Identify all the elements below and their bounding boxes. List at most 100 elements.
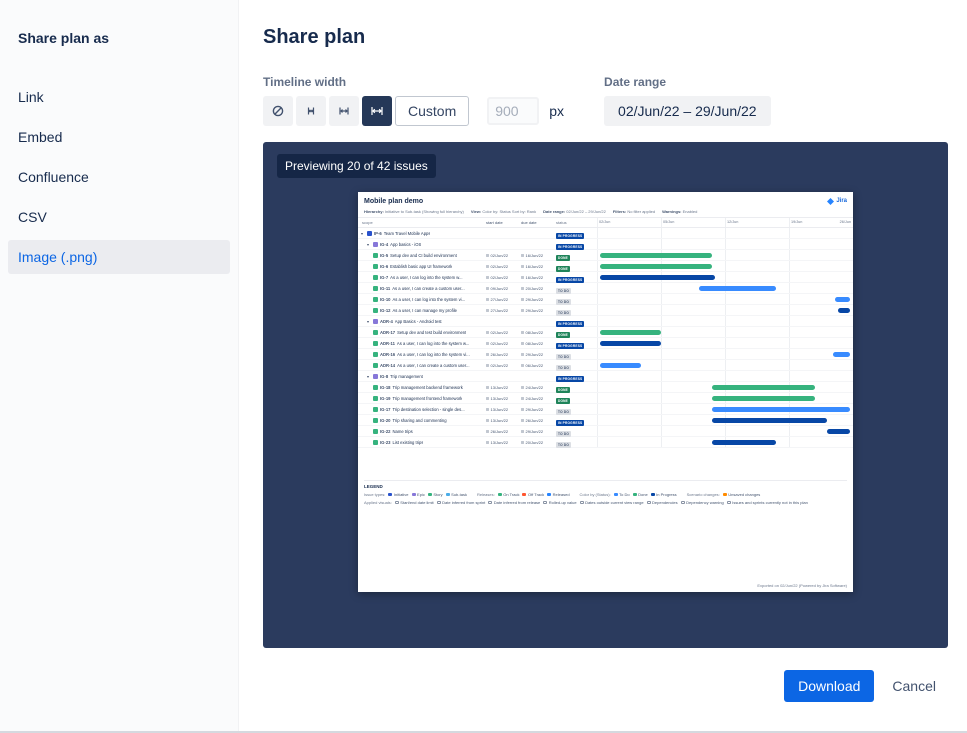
status-badge: DONE <box>556 255 571 261</box>
issue-due-date: 20/Jun/22 <box>521 440 556 445</box>
issue-key: IG-11 <box>380 285 391 291</box>
status-badge: IN PROGRESS <box>556 244 585 250</box>
issue-type-icon <box>373 351 378 357</box>
timeline-date-label: 05/Jun <box>663 220 675 224</box>
plan-row: ▾ IG-4 App basics - iOS IN PROGRESS <box>358 239 853 250</box>
plan-row: ▾ IP-6 Team Travel Mobile Apps IN PROGRESS <box>358 228 853 239</box>
dialog-title: Share plan <box>263 26 366 48</box>
plan-row: IG-5 Setup dev and CI build environment 02… <box>358 250 853 261</box>
gantt-cell <box>597 426 853 436</box>
calendar-icon <box>521 440 524 444</box>
issue-summary: Trip management frontend framework <box>392 395 463 401</box>
issue-summary: Trip sharing and commenting <box>392 417 447 423</box>
legend-group: Scenario changes: Unsaved changes <box>687 492 761 497</box>
gantt-bar <box>599 275 715 280</box>
timeline-width-label: Timeline width <box>263 75 347 89</box>
legend-item: On Track <box>497 492 519 497</box>
sidebar-item-confluence[interactable]: Confluence <box>18 169 89 185</box>
issue-type-icon <box>373 417 378 423</box>
issue-start-date: 27/Jun/22 <box>486 297 521 302</box>
issue-summary: As a user, I can log into the system w..… <box>390 274 463 280</box>
gantt-cell <box>597 305 853 315</box>
column-due-date: due date <box>521 220 537 225</box>
issue-status-cell: TO DO <box>556 356 597 374</box>
issue-start-date: 13/Jun/22 <box>486 418 521 423</box>
status-badge: DONE <box>556 266 571 272</box>
issue-status-cell: IN PROGRESS <box>556 224 597 242</box>
issue-status-cell: TO DO <box>556 400 597 418</box>
issue-due-date: 29/Jun/22 <box>521 429 556 434</box>
download-button[interactable]: Download <box>784 670 875 702</box>
sidebar-item-link[interactable]: Link <box>18 89 44 105</box>
sidebar-item-csv[interactable]: CSV <box>18 209 47 225</box>
calendar-icon <box>486 407 489 411</box>
legend-item: Dependency warning <box>680 500 724 505</box>
width-medium-button[interactable] <box>329 96 359 126</box>
gantt-cell <box>597 415 853 425</box>
plan-row-scope: IG-12 As a user, I can manage my profile <box>358 307 486 313</box>
width-narrow-button[interactable] <box>296 96 326 126</box>
legend-glyph-icon <box>726 501 731 504</box>
issue-type-icon <box>373 241 378 247</box>
issue-start-date: 02/Jun/22 <box>486 275 521 280</box>
column-status: status <box>556 220 567 225</box>
calendar-icon <box>521 308 524 312</box>
plan-row-scope: IG-5 Setup dev and CI build environment <box>358 252 486 258</box>
dialog-bottom-edge <box>0 731 967 733</box>
date-range-group: Date range 02/Jun/22 – 29/Jun/22 <box>604 75 771 126</box>
cancel-button[interactable]: Cancel <box>880 670 948 702</box>
issue-start-date: 02/Jun/22 <box>486 341 521 346</box>
expand-caret-icon: ▾ <box>367 241 370 247</box>
status-badge: TO DO <box>556 365 572 371</box>
plan-row-scope: IG-22 Name trips <box>358 428 486 434</box>
issue-type-icon <box>373 252 378 258</box>
issue-due-date: 16/Jun/22 <box>521 275 556 280</box>
date-range-button[interactable]: 02/Jun/22 – 29/Jun/22 <box>604 96 771 126</box>
issue-type-icon <box>373 329 378 335</box>
width-value-input[interactable] <box>487 97 540 125</box>
issue-key: IG-10 <box>380 296 391 302</box>
plan-filter: Date range: 02/Jun/22 – 29/Jun/22 <box>543 209 606 214</box>
legend-color-chip <box>632 493 637 496</box>
issue-summary: Setup dev and test build environment <box>397 329 467 335</box>
calendar-icon <box>486 253 489 257</box>
timeline-date-label: 02/Jun <box>599 220 611 224</box>
calendar-icon <box>521 286 524 290</box>
expand-caret-icon: ▾ <box>367 318 370 324</box>
legend-group: Issue types: Initiative Epic Story Sub-task <box>364 492 467 497</box>
plan-row: IG-18 Trip management backend framework 13… <box>358 382 853 393</box>
fit-none-button[interactable] <box>263 96 293 126</box>
legend-item: Released <box>547 492 570 497</box>
width-wide-button[interactable] <box>362 96 392 126</box>
sidebar-item-image-png[interactable]: Image (.png) <box>8 240 230 274</box>
custom-width-button[interactable]: Custom <box>395 96 470 126</box>
status-badge: DONE <box>556 387 571 393</box>
legend-group-label: Scenario changes: <box>686 492 720 497</box>
share-sidebar: Share plan as Link Embed Confluence CSV Imag… <box>0 0 239 733</box>
issue-type-icon <box>373 362 378 368</box>
legend-color-chip <box>547 493 552 496</box>
calendar-icon <box>521 407 524 411</box>
issue-type-icon <box>373 340 378 346</box>
plan-row-scope: IG-23 List existing trips <box>358 439 486 445</box>
plan-filter: View: Color by: Status Sort by: Rank <box>470 209 537 214</box>
issue-key: IG-5 <box>380 252 389 258</box>
legend-color-chip <box>445 493 450 496</box>
plan-row: ▾ ADR-4 App Basics - Android test IN PROGRE… <box>358 316 853 327</box>
sidebar-item-embed[interactable]: Embed <box>18 129 63 145</box>
jira-logo-icon <box>827 197 835 205</box>
preview-count-badge: Previewing 20 of 42 issues <box>277 154 436 178</box>
legend-color-chip <box>411 493 416 496</box>
plan-row-scope: ADR-17 Setup dev and test build environme… <box>358 329 486 335</box>
gantt-cell <box>597 261 853 271</box>
issue-start-date: 02/Jun/22 <box>486 330 521 335</box>
gantt-bar <box>837 308 851 313</box>
calendar-icon <box>486 440 489 444</box>
issue-status-cell: DONE <box>556 389 597 407</box>
issue-start-date: 13/Jun/22 <box>486 385 521 390</box>
calendar-icon <box>486 385 489 389</box>
issue-key: ADR-17 <box>380 329 396 335</box>
issue-key: IP-6 <box>374 230 382 236</box>
issue-summary: List existing trips <box>392 439 424 445</box>
